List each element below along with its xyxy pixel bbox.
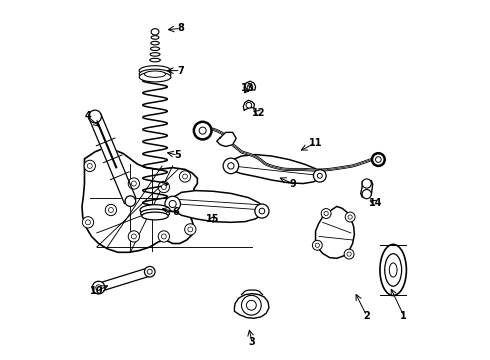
Circle shape bbox=[348, 215, 352, 219]
Circle shape bbox=[87, 163, 92, 168]
Circle shape bbox=[161, 185, 166, 189]
Text: 3: 3 bbox=[249, 337, 255, 347]
Circle shape bbox=[125, 196, 136, 207]
Circle shape bbox=[96, 285, 101, 291]
Ellipse shape bbox=[150, 47, 160, 50]
Ellipse shape bbox=[150, 53, 160, 56]
Circle shape bbox=[347, 252, 351, 256]
Text: 8: 8 bbox=[177, 23, 184, 33]
Polygon shape bbox=[171, 190, 265, 222]
Circle shape bbox=[344, 249, 354, 259]
Circle shape bbox=[242, 295, 261, 315]
Circle shape bbox=[228, 163, 234, 169]
Ellipse shape bbox=[150, 58, 160, 62]
Circle shape bbox=[194, 122, 212, 139]
Circle shape bbox=[169, 201, 176, 207]
Circle shape bbox=[372, 153, 385, 166]
Circle shape bbox=[86, 220, 91, 225]
Ellipse shape bbox=[139, 66, 171, 76]
Circle shape bbox=[321, 208, 331, 219]
Circle shape bbox=[188, 227, 193, 232]
Circle shape bbox=[247, 85, 253, 90]
Polygon shape bbox=[82, 148, 197, 252]
Ellipse shape bbox=[140, 205, 170, 215]
Circle shape bbox=[131, 181, 136, 186]
Circle shape bbox=[345, 212, 355, 222]
Circle shape bbox=[108, 207, 113, 212]
Circle shape bbox=[165, 196, 180, 212]
Circle shape bbox=[324, 211, 328, 216]
Ellipse shape bbox=[151, 41, 159, 45]
Circle shape bbox=[128, 231, 140, 242]
Polygon shape bbox=[361, 180, 373, 198]
Text: 9: 9 bbox=[289, 179, 296, 189]
Ellipse shape bbox=[385, 254, 402, 286]
Ellipse shape bbox=[139, 69, 171, 79]
Circle shape bbox=[161, 234, 166, 239]
Polygon shape bbox=[89, 114, 136, 204]
Text: 6: 6 bbox=[173, 207, 179, 217]
Text: 10: 10 bbox=[90, 286, 103, 296]
Circle shape bbox=[82, 217, 94, 228]
Ellipse shape bbox=[145, 71, 166, 77]
Polygon shape bbox=[243, 100, 254, 110]
Circle shape bbox=[105, 204, 117, 216]
Circle shape bbox=[149, 207, 154, 212]
Circle shape bbox=[255, 204, 269, 218]
Text: 13: 13 bbox=[241, 83, 255, 93]
Text: 5: 5 bbox=[174, 150, 181, 160]
Circle shape bbox=[318, 173, 322, 178]
Circle shape bbox=[92, 281, 105, 294]
Circle shape bbox=[146, 204, 157, 216]
Polygon shape bbox=[98, 268, 151, 292]
Circle shape bbox=[89, 110, 101, 123]
Circle shape bbox=[185, 224, 196, 235]
Text: 2: 2 bbox=[364, 311, 370, 321]
Polygon shape bbox=[316, 207, 354, 258]
Ellipse shape bbox=[139, 72, 171, 82]
Circle shape bbox=[246, 102, 252, 108]
Text: 4: 4 bbox=[85, 112, 91, 121]
Circle shape bbox=[375, 157, 381, 162]
Circle shape bbox=[158, 231, 170, 242]
Text: 7: 7 bbox=[177, 66, 184, 76]
Text: 1: 1 bbox=[400, 311, 407, 321]
Circle shape bbox=[128, 178, 140, 189]
Circle shape bbox=[362, 189, 371, 199]
Circle shape bbox=[158, 181, 170, 193]
Text: 14: 14 bbox=[369, 198, 382, 208]
Circle shape bbox=[183, 174, 188, 179]
Circle shape bbox=[314, 170, 326, 182]
Circle shape bbox=[84, 160, 96, 171]
Polygon shape bbox=[217, 132, 236, 147]
Ellipse shape bbox=[142, 212, 168, 220]
Circle shape bbox=[315, 243, 319, 247]
Circle shape bbox=[362, 179, 371, 188]
Polygon shape bbox=[227, 154, 321, 184]
Text: 11: 11 bbox=[309, 138, 322, 148]
Ellipse shape bbox=[389, 263, 397, 277]
Circle shape bbox=[223, 158, 239, 174]
Polygon shape bbox=[245, 81, 256, 93]
Circle shape bbox=[313, 240, 322, 250]
Text: 15: 15 bbox=[206, 214, 220, 224]
Circle shape bbox=[179, 171, 191, 182]
Polygon shape bbox=[234, 294, 269, 318]
Circle shape bbox=[131, 234, 136, 239]
Ellipse shape bbox=[141, 209, 170, 218]
Ellipse shape bbox=[151, 36, 159, 39]
Circle shape bbox=[145, 266, 155, 277]
Ellipse shape bbox=[151, 29, 159, 35]
Circle shape bbox=[259, 208, 265, 214]
Circle shape bbox=[199, 127, 206, 134]
Text: 12: 12 bbox=[252, 108, 265, 118]
Circle shape bbox=[147, 269, 152, 274]
Ellipse shape bbox=[380, 244, 406, 296]
Circle shape bbox=[246, 300, 256, 310]
